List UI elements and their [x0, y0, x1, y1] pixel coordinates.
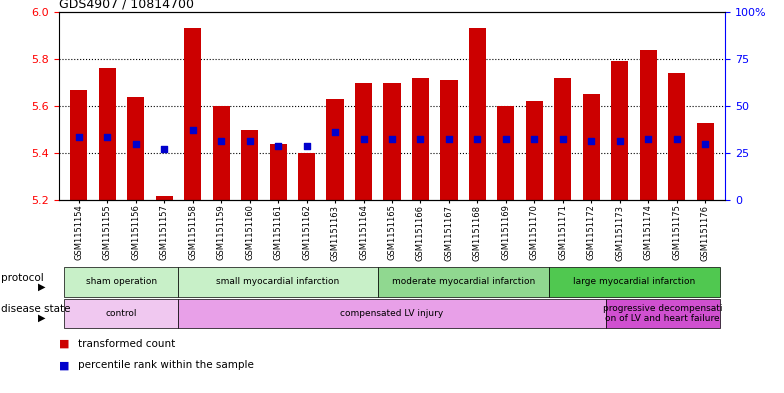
Point: [386, 136, 398, 142]
Bar: [355, 83, 372, 200]
Text: control: control: [106, 309, 137, 318]
Bar: [554, 78, 572, 200]
Text: sham operation: sham operation: [86, 277, 157, 286]
Bar: [179, 267, 378, 297]
Bar: [469, 28, 486, 200]
Text: small myocardial infarction: small myocardial infarction: [216, 277, 339, 286]
Bar: [71, 90, 87, 200]
Bar: [64, 299, 179, 328]
Bar: [378, 267, 549, 297]
Bar: [605, 299, 720, 328]
Bar: [298, 153, 315, 200]
Point: [557, 136, 569, 142]
Point: [670, 136, 683, 142]
Bar: [179, 299, 605, 328]
Point: [528, 136, 541, 142]
Text: GDS4907 / 10814700: GDS4907 / 10814700: [59, 0, 194, 11]
Bar: [99, 68, 116, 200]
Bar: [156, 196, 172, 200]
Bar: [127, 97, 144, 200]
Text: ■: ■: [59, 360, 69, 371]
Point: [614, 138, 626, 145]
Bar: [241, 130, 258, 200]
Point: [358, 136, 370, 142]
Point: [328, 129, 341, 135]
Point: [414, 136, 426, 142]
Text: large myocardial infarction: large myocardial infarction: [573, 277, 695, 286]
Point: [699, 141, 712, 147]
Bar: [441, 80, 458, 200]
Bar: [326, 99, 343, 200]
Bar: [668, 73, 685, 200]
Bar: [640, 50, 657, 200]
Text: moderate myocardial infarction: moderate myocardial infarction: [391, 277, 535, 286]
Point: [642, 136, 655, 142]
Text: compensated LV injury: compensated LV injury: [340, 309, 444, 318]
Point: [272, 143, 285, 149]
Point: [471, 136, 484, 142]
Bar: [383, 83, 401, 200]
Text: ▶: ▶: [38, 281, 45, 291]
Point: [129, 141, 142, 147]
Bar: [212, 106, 230, 200]
Text: ▶: ▶: [38, 313, 45, 323]
Text: transformed count: transformed count: [78, 339, 176, 349]
Point: [300, 143, 313, 149]
Text: percentile rank within the sample: percentile rank within the sample: [78, 360, 254, 371]
Bar: [549, 267, 720, 297]
Bar: [612, 61, 628, 200]
Point: [101, 134, 114, 140]
Bar: [412, 78, 429, 200]
Bar: [697, 123, 713, 200]
Bar: [583, 94, 600, 200]
Bar: [526, 101, 543, 200]
Point: [187, 127, 199, 133]
Text: ■: ■: [59, 339, 69, 349]
Point: [215, 138, 227, 145]
Text: progressive decompensati
on of LV and heart failure: progressive decompensati on of LV and he…: [603, 304, 722, 323]
Bar: [184, 28, 201, 200]
Point: [158, 145, 170, 152]
Point: [72, 134, 85, 140]
Text: disease state: disease state: [1, 304, 71, 314]
Text: protocol: protocol: [1, 273, 44, 283]
Bar: [64, 267, 179, 297]
Point: [585, 138, 597, 145]
Point: [443, 136, 456, 142]
Point: [243, 138, 256, 145]
Bar: [270, 144, 287, 200]
Point: [499, 136, 512, 142]
Bar: [497, 106, 514, 200]
